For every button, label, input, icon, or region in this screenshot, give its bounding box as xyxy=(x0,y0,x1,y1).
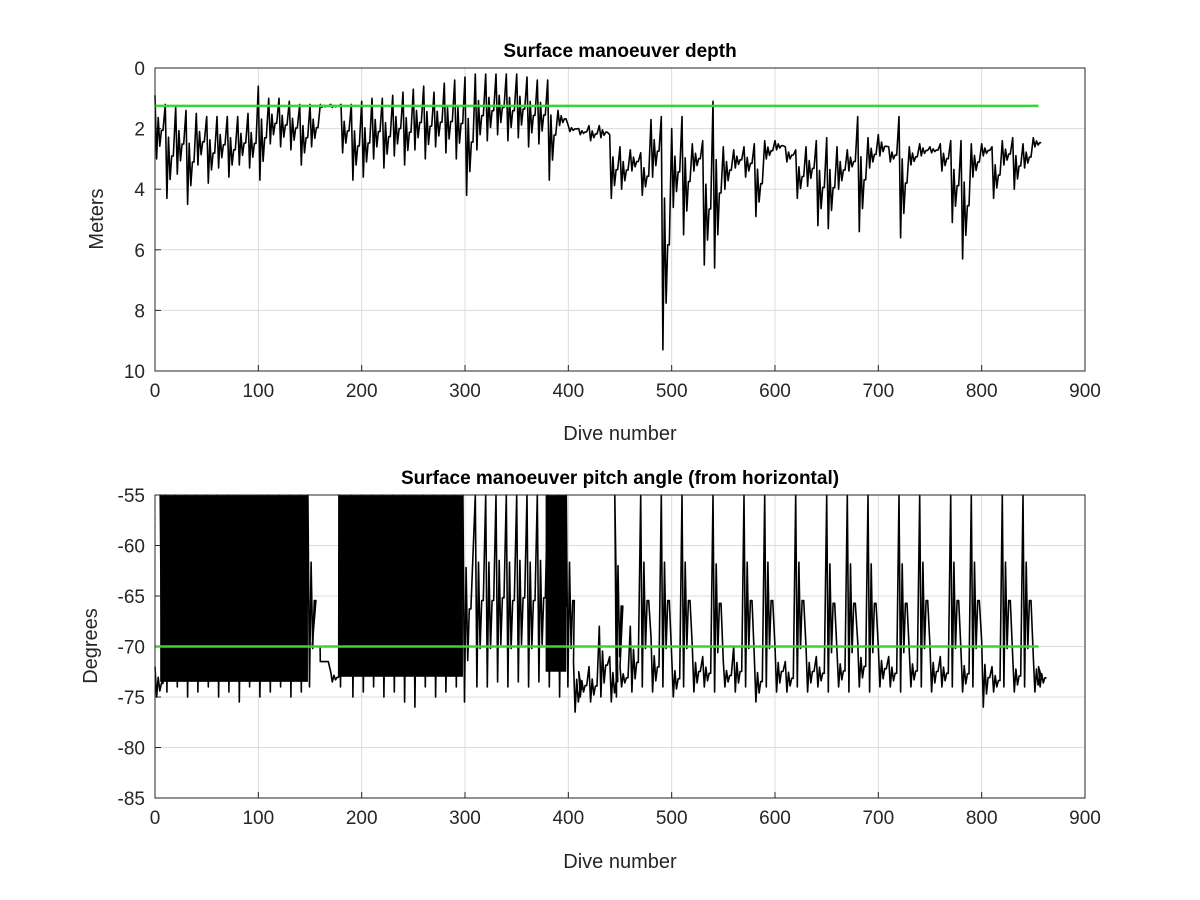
x-tick-label: 100 xyxy=(242,381,274,402)
x-axis-label: Dive number xyxy=(563,851,677,873)
plot-frame xyxy=(154,67,1086,372)
series-line xyxy=(154,73,1042,351)
dense-oscillation-band xyxy=(160,495,308,682)
x-tick-labels: 0 100 200 300 400 500 600 700 800 900 xyxy=(150,381,1101,402)
y-tick-label: 0 xyxy=(134,59,145,80)
x-tick-label: 900 xyxy=(1069,808,1101,829)
x-tick-label: 800 xyxy=(966,808,998,829)
data-layer xyxy=(154,494,1047,713)
pitch-chart: 0 100 200 300 400 500 600 700 800 900 -55 -60 -65 -7… xyxy=(80,468,1101,873)
x-tick-label: 0 xyxy=(150,808,161,829)
chart-title: Surface manoeuver depth xyxy=(503,41,736,62)
y-tick-label: 10 xyxy=(124,362,145,383)
y-tick-labels: -55 -60 -65 -70 -75 -80 -85 xyxy=(118,486,145,810)
series-line xyxy=(154,494,1047,713)
plot-frame xyxy=(154,494,1086,799)
data-layer xyxy=(154,73,1042,351)
x-tick-label: 200 xyxy=(346,808,378,829)
plot-area xyxy=(155,68,1085,371)
y-tick-label: 6 xyxy=(134,241,145,262)
x-tick-label: 300 xyxy=(449,381,481,402)
x-tick-label: 0 xyxy=(150,381,161,402)
y-tick-label: -60 xyxy=(118,537,145,558)
chart-title: Surface manoeuver pitch angle (from hori… xyxy=(401,468,839,489)
y-tick-label: 4 xyxy=(134,180,145,201)
y-axis-label: Degrees xyxy=(80,608,102,684)
y-tick-label: -80 xyxy=(118,739,145,760)
y-axis-label: Meters xyxy=(86,188,108,249)
y-tick-label: 2 xyxy=(134,120,145,141)
x-tick-label: 400 xyxy=(552,808,584,829)
y-tick-label: -55 xyxy=(118,486,145,507)
x-tick-label: 200 xyxy=(346,381,378,402)
y-tick-labels: 0 2 4 6 8 10 xyxy=(124,59,146,383)
x-tick-label: 400 xyxy=(552,381,584,402)
x-tick-label: 600 xyxy=(759,808,791,829)
x-tick-label: 700 xyxy=(862,381,894,402)
x-tick-label: 300 xyxy=(449,808,481,829)
x-tick-label: 500 xyxy=(656,808,688,829)
depth-chart: 0 100 200 300 400 500 600 700 800 900 0 2 4 6 8 10 Sur… xyxy=(86,41,1101,445)
y-tick-label: -65 xyxy=(118,587,145,608)
x-tick-label: 500 xyxy=(656,381,688,402)
y-tick-label: -75 xyxy=(118,688,145,709)
x-tick-label: 900 xyxy=(1069,381,1101,402)
y-tick-label: 8 xyxy=(134,301,145,322)
x-axis-label: Dive number xyxy=(563,423,677,445)
y-tick-label: -85 xyxy=(118,789,145,810)
x-tick-labels: 0 100 200 300 400 500 600 700 800 900 xyxy=(150,808,1101,829)
x-tick-label: 800 xyxy=(966,381,998,402)
x-tick-label: 600 xyxy=(759,381,791,402)
y-tick-label: -70 xyxy=(118,638,145,659)
x-tick-label: 700 xyxy=(862,808,894,829)
x-tick-label: 100 xyxy=(242,808,274,829)
